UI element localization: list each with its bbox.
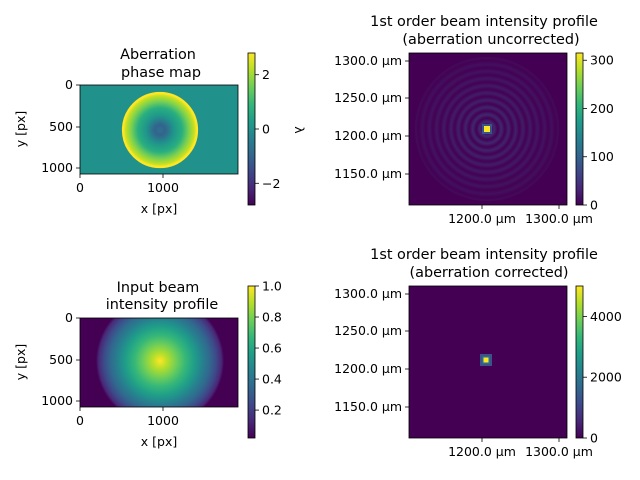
colorbar-ticks: 2 0 −2: [255, 67, 280, 191]
y-axis-label: y [px]: [13, 111, 28, 147]
colorbar-ticks: 300 200 100 0: [583, 53, 614, 213]
y-tick-label: 1300.0 μm: [334, 53, 402, 68]
colorbar-tick-label: 0.6: [262, 341, 282, 356]
heatmap-peak: [484, 126, 490, 132]
x-tick-label: 1200.0 μm: [448, 444, 516, 459]
colorbar-frame: [575, 52, 584, 206]
chart-title-line-2: phase map: [121, 65, 201, 81]
heatmap-phase-aperture: [123, 93, 197, 167]
y-axis: 1300.0 μm 1250.0 μm 1200.0 μm 1150.0 μm: [334, 53, 409, 181]
colorbar-ticks: 4000 2000 0: [583, 309, 622, 446]
x-axis: 0 1000 x [px]: [76, 407, 179, 449]
colorbar-ticks: 1.0 0.8 0.6 0.4 0.2: [255, 279, 282, 418]
x-tick-label: 1300.0 μm: [525, 444, 593, 459]
y-tick-label: 1300.0 μm: [334, 286, 402, 301]
chart-title-line-2: (aberration corrected): [410, 265, 569, 281]
colorbar-tick-label: 200: [590, 101, 614, 116]
x-tick-label: 1200.0 μm: [448, 211, 516, 226]
colorbar-tick-label: 0: [590, 198, 598, 213]
panel-corrected-intensity: 1st order beam intensity profile (aberra…: [334, 247, 622, 459]
y-tick-label: 1000: [41, 393, 73, 408]
x-axis: 1200.0 μm 1300.0 μm: [448, 438, 593, 459]
colorbar: 1.0 0.8 0.6 0.4 0.2: [247, 279, 282, 439]
plot-frame: [79, 317, 239, 408]
panel-aberration-phase-map: Aberration phase map 0 1000 x [px] 0 500…: [13, 47, 307, 216]
chart-title-line-1: Aberration: [120, 47, 196, 63]
y-tick-label: 1150.0 μm: [334, 166, 402, 181]
colorbar-tick-label: 2: [262, 67, 270, 82]
colorbar: 300 200 100 0: [575, 52, 614, 213]
y-tick-label: 1250.0 μm: [334, 90, 402, 105]
colorbar: 4000 2000 0: [575, 285, 622, 446]
colorbar-frame: [247, 285, 256, 439]
colorbar-gradient: [248, 286, 255, 438]
heatmap-gaussian-beam: [80, 318, 238, 407]
y-tick-label: 500: [49, 352, 73, 367]
x-axis: 1200.0 μm 1300.0 μm: [448, 205, 593, 226]
colorbar-tick-label: 0: [590, 431, 598, 446]
y-tick-label: 1250.0 μm: [334, 323, 402, 338]
colorbar-tick-label: 0: [262, 122, 270, 137]
colorbar-gradient: [248, 53, 255, 205]
colorbar-gradient: [576, 286, 583, 438]
x-tick-label: 0: [76, 413, 84, 428]
plot-frame: [408, 52, 568, 206]
colorbar: 2 0 −2 λ: [247, 52, 307, 206]
y-tick-label: 1200.0 μm: [334, 128, 402, 143]
y-tick-label: 1150.0 μm: [334, 399, 402, 414]
x-tick-label: 1000: [147, 180, 179, 195]
colorbar-tick-label: 1.0: [262, 279, 282, 294]
y-tick-label: 0: [65, 310, 73, 325]
y-tick-label: 500: [49, 119, 73, 134]
colorbar-tick-label: 300: [590, 53, 614, 68]
y-tick-label: 0: [65, 77, 73, 92]
heatmap-peak: [483, 357, 489, 363]
heatmap-phase-rim: [121, 91, 199, 169]
colorbar-tick-label: 100: [590, 149, 614, 164]
x-axis-label: x [px]: [141, 434, 177, 449]
colorbar-tick-label: 0.8: [262, 310, 282, 325]
colorbar-gradient: [576, 53, 583, 205]
colorbar-tick-label: 0.4: [262, 372, 282, 387]
y-tick-label: 1000: [41, 160, 73, 175]
plot-frame: [79, 84, 239, 175]
x-tick-label: 1000: [147, 413, 179, 428]
colorbar-tick-label: 2000: [590, 370, 622, 385]
y-axis: 1300.0 μm 1250.0 μm 1200.0 μm 1150.0 μm: [334, 286, 409, 414]
y-axis: 0 500 1000 y [px]: [13, 77, 80, 175]
panel-uncorrected-intensity: 1st order beam intensity profile (aberra…: [334, 14, 614, 226]
y-axis-label: y [px]: [13, 344, 28, 380]
x-tick-label: 1300.0 μm: [525, 211, 593, 226]
chart-title-line-1: Input beam: [117, 280, 200, 296]
x-axis-label: x [px]: [141, 201, 177, 216]
colorbar-frame: [575, 285, 584, 439]
colorbar-tick-label: 0.2: [262, 403, 282, 418]
x-axis: 0 1000 x [px]: [76, 174, 179, 216]
chart-title-line-1: 1st order beam intensity profile: [370, 247, 598, 263]
chart-title-line-2: (aberration uncorrected): [402, 32, 579, 48]
colorbar-tick-label: 4000: [590, 309, 622, 324]
colorbar-label: λ: [292, 126, 307, 134]
plot-frame: [408, 285, 568, 439]
x-tick-label: 0: [76, 180, 84, 195]
y-tick-label: 1200.0 μm: [334, 361, 402, 376]
y-axis: 0 500 1000 y [px]: [13, 310, 80, 408]
chart-title-line-2: intensity profile: [106, 297, 219, 313]
colorbar-tick-label: −2: [262, 176, 280, 191]
panel-input-beam-intensity: Input beam intensity profile 0 1000 x [p…: [13, 279, 282, 450]
chart-title-line-1: 1st order beam intensity profile: [370, 14, 598, 30]
